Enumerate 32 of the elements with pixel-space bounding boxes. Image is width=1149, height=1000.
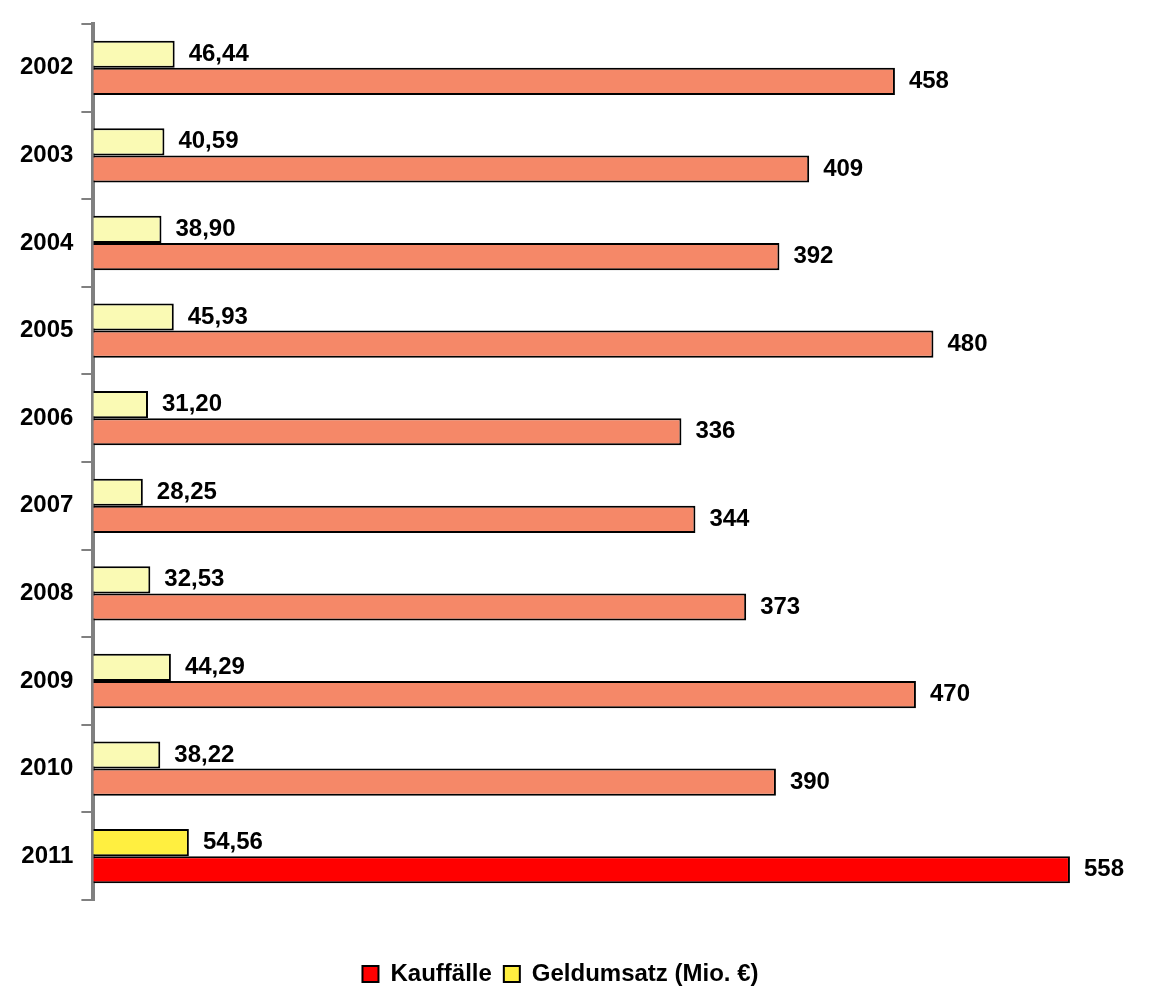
y-tick-label: 2005 — [20, 315, 74, 343]
data-label: 458 — [908, 66, 949, 93]
data-label: 38,22 — [174, 739, 235, 767]
data-label: 44,29 — [184, 652, 245, 680]
data-label: 470 — [929, 679, 970, 707]
data-label: 28,25 — [156, 476, 217, 504]
data-label: 54,56 — [202, 827, 263, 855]
data-label: 409 — [823, 153, 864, 181]
y-tick-label: 2009 — [20, 665, 74, 693]
y-tick-label: 2004 — [20, 227, 75, 255]
data-label: 344 — [709, 504, 751, 531]
data-label: 46,44 — [188, 38, 250, 66]
data-label: 38,90 — [175, 214, 236, 242]
data-label: 40,59 — [178, 126, 239, 154]
data-label: 373 — [760, 591, 801, 619]
legend-label: Kauffälle — [390, 958, 492, 986]
data-label: 31,20 — [161, 389, 223, 417]
legend-label: Geldumsatz (Mio. €) — [531, 958, 759, 986]
data-label: 390 — [789, 766, 830, 794]
y-tick-label: 2003 — [20, 140, 74, 168]
data-label: 392 — [793, 241, 834, 269]
data-label: 336 — [695, 416, 736, 444]
y-tick-label: 2008 — [20, 578, 74, 606]
data-label: 45,93 — [187, 301, 248, 329]
data-label: 32,53 — [164, 564, 225, 592]
y-tick-label: 2011 — [21, 840, 74, 868]
y-tick-label: 2007 — [20, 490, 74, 518]
y-tick-label: 2002 — [20, 52, 74, 80]
y-tick-label: 2010 — [20, 753, 74, 781]
data-label: 558 — [1083, 854, 1124, 882]
data-label: 480 — [947, 328, 988, 356]
y-tick-label: 2006 — [20, 402, 74, 430]
